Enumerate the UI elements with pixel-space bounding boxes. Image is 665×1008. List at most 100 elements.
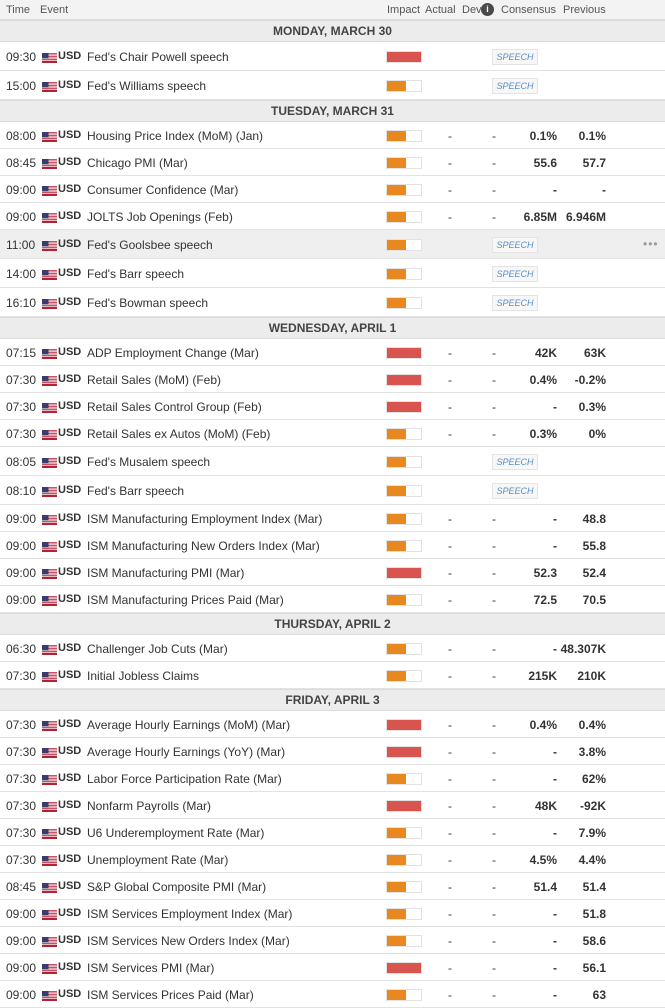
event-time: 07:30 (6, 668, 37, 683)
us-flag-icon (42, 298, 57, 309)
event-previous: 3.8% (578, 744, 606, 759)
header-dev[interactable]: Dev (462, 4, 482, 16)
event-row[interactable]: 09:00 USD ISM Services New Orders Index (M… (0, 927, 665, 954)
event-name[interactable]: Fed's Barr speech (87, 266, 185, 281)
header-consensus[interactable]: Consensus (501, 4, 557, 16)
event-row[interactable]: 09:00 USD ISM Services PMI (Mar) - - - 56.1 (0, 954, 665, 981)
event-row[interactable]: 09:00 USD JOLTS Job Openings (Feb) - - 6.85M 6… (0, 203, 665, 230)
event-name[interactable]: Fed's Bowman speech (87, 295, 209, 310)
event-name[interactable]: U6 Underemployment Rate (Mar) (87, 825, 265, 840)
event-name[interactable]: ADP Employment Change (Mar) (87, 345, 259, 360)
event-row[interactable]: 15:00 USD Fed's Williams speech SPEECH (0, 71, 665, 100)
event-consensus: 55.6 (533, 155, 557, 170)
impact-bar (386, 267, 422, 280)
event-name[interactable]: Average Hourly Earnings (YoY) (Mar) (87, 744, 286, 759)
event-row[interactable]: 08:45 USD Chicago PMI (Mar) - - 55.6 57.7 (0, 149, 665, 176)
event-time: 08:45 (6, 155, 37, 170)
event-row[interactable]: 08:45 USD S&P Global Composite PMI (Mar) - -… (0, 873, 665, 900)
event-currency: USD (58, 399, 82, 412)
event-row[interactable]: 09:00 USD ISM Manufacturing PMI (Mar) - - 52.… (0, 559, 665, 586)
event-row[interactable]: 09:00 USD ISM Manufacturing Prices Paid (M… (0, 586, 665, 613)
header-event[interactable]: Event (40, 4, 69, 16)
event-name[interactable]: S&P Global Composite PMI (Mar) (87, 879, 267, 894)
event-name[interactable]: Labor Force Participation Rate (Mar) (87, 771, 282, 786)
speech-tag: SPEECH (492, 453, 538, 470)
event-name[interactable]: ISM Services Employment Index (Mar) (87, 906, 293, 921)
event-time: 07:30 (6, 852, 37, 867)
event-row[interactable]: 07:30 USD Average Hourly Earnings (MoM) (M… (0, 711, 665, 738)
event-name[interactable]: Retail Sales ex Autos (MoM) (Feb) (87, 426, 271, 441)
event-row[interactable]: 08:05 USD Fed's Musalem speech SPEECH (0, 447, 665, 476)
event-row[interactable]: 07:30 USD Unemployment Rate (Mar) - - 4.5% 4.4… (0, 846, 665, 873)
event-name[interactable]: Fed's Goolsbee speech (87, 237, 213, 252)
event-name[interactable]: Fed's Musalem speech (87, 454, 211, 469)
event-row[interactable]: 16:10 USD Fed's Bowman speech SPEECH (0, 288, 665, 317)
header-previous[interactable]: Previous (563, 4, 606, 16)
event-name[interactable]: ISM Manufacturing PMI (Mar) (87, 565, 245, 580)
event-row[interactable]: 08:00 USD Housing Price Index (MoM) (Jan) -… (0, 122, 665, 149)
more-options-icon[interactable]: ••• (643, 236, 659, 251)
event-dev: - (492, 744, 496, 759)
header-actual[interactable]: Actual (425, 4, 456, 16)
us-flag-icon (42, 514, 57, 525)
event-name[interactable]: Initial Jobless Claims (87, 668, 200, 683)
event-name[interactable]: JOLTS Job Openings (Feb) (87, 209, 233, 224)
event-name[interactable]: Consumer Confidence (Mar) (87, 182, 239, 197)
event-row[interactable]: 07:30 USD Retail Sales (MoM) (Feb) - - 0.4% -0… (0, 366, 665, 393)
event-row[interactable]: 11:00 USD Fed's Goolsbee speech SPEECH ••• (0, 230, 665, 259)
event-name[interactable]: Chicago PMI (Mar) (87, 155, 188, 170)
event-name[interactable]: Retail Sales (MoM) (Feb) (87, 372, 222, 387)
event-name[interactable]: Fed's Chair Powell speech (87, 49, 229, 64)
event-name[interactable]: ISM Manufacturing Employment Index (Mar) (87, 511, 323, 526)
event-previous: 55.8 (582, 538, 606, 553)
event-dev: - (492, 825, 496, 840)
event-row[interactable]: 06:30 USD Challenger Job Cuts (Mar) - - -48.3… (0, 635, 665, 662)
event-name[interactable]: ISM Services PMI (Mar) (87, 960, 215, 975)
event-name[interactable]: ISM Services Prices Paid (Mar) (87, 987, 254, 1002)
event-name[interactable]: ISM Services New Orders Index (Mar) (87, 933, 290, 948)
event-name[interactable]: ISM Manufacturing New Orders Index (Mar) (87, 538, 320, 553)
event-row[interactable]: 07:15 USD ADP Employment Change (Mar) - - 42K… (0, 339, 665, 366)
impact-bar (386, 183, 422, 196)
event-actual: - (448, 798, 452, 813)
event-name[interactable]: Unemployment Rate (Mar) (87, 852, 229, 867)
event-row[interactable]: 07:30 USD Average Hourly Earnings (YoY) (M… (0, 738, 665, 765)
event-row[interactable]: 09:00 USD ISM Services Prices Paid (Mar) - -… (0, 981, 665, 1008)
event-row[interactable]: 07:30 USD Nonfarm Payrolls (Mar) - - 48K -92K (0, 792, 665, 819)
impact-bar (386, 934, 422, 947)
event-row[interactable]: 07:30 USD Retail Sales Control Group (Feb)… (0, 393, 665, 420)
impact-bar (386, 880, 422, 893)
event-row[interactable]: 07:30 USD Labor Force Participation Rate (… (0, 765, 665, 792)
event-time: 06:30 (6, 641, 37, 656)
event-dev: - (492, 771, 496, 786)
event-name[interactable]: Challenger Job Cuts (Mar) (87, 641, 228, 656)
impact-bar (386, 50, 422, 63)
event-name[interactable]: Average Hourly Earnings (MoM) (Mar) (87, 717, 291, 732)
impact-fill (387, 428, 406, 439)
impact-bar (386, 853, 422, 866)
event-row[interactable]: 14:00 USD Fed's Barr speech SPEECH (0, 259, 665, 288)
event-row[interactable]: 09:00 USD ISM Manufacturing New Orders Ind… (0, 532, 665, 559)
event-name[interactable]: Housing Price Index (MoM) (Jan) (87, 128, 264, 143)
event-row[interactable]: 07:30 USD Initial Jobless Claims - - 215K 210K (0, 662, 665, 689)
event-name[interactable]: Fed's Williams speech (87, 78, 206, 93)
event-name[interactable]: Nonfarm Payrolls (Mar) (87, 798, 212, 813)
header-time[interactable]: Time (6, 4, 31, 16)
header-impact[interactable]: Impact (387, 4, 421, 16)
info-icon[interactable]: i (481, 3, 494, 16)
event-currency: USD (58, 852, 82, 865)
event-time: 16:10 (6, 295, 37, 310)
event-row[interactable]: 07:30 USD U6 Underemployment Rate (Mar) - - -… (0, 819, 665, 846)
event-row[interactable]: 08:10 USD Fed's Barr speech SPEECH (0, 476, 665, 505)
us-flag-icon (42, 348, 57, 359)
event-row[interactable]: 09:00 USD ISM Manufacturing Employment Ind… (0, 505, 665, 532)
event-dev: - (492, 128, 496, 143)
event-row[interactable]: 09:00 USD Consumer Confidence (Mar) - - - - (0, 176, 665, 203)
event-row[interactable]: 09:30 USD Fed's Chair Powell speech SPEECH (0, 42, 665, 71)
event-name[interactable]: ISM Manufacturing Prices Paid (Mar) (87, 592, 284, 607)
event-name[interactable]: Retail Sales Control Group (Feb) (87, 399, 262, 414)
event-name[interactable]: Fed's Barr speech (87, 483, 185, 498)
event-row[interactable]: 09:00 USD ISM Services Employment Index (M… (0, 900, 665, 927)
event-row[interactable]: 07:30 USD Retail Sales ex Autos (MoM) (Feb… (0, 420, 665, 447)
event-time: 09:00 (6, 933, 37, 948)
